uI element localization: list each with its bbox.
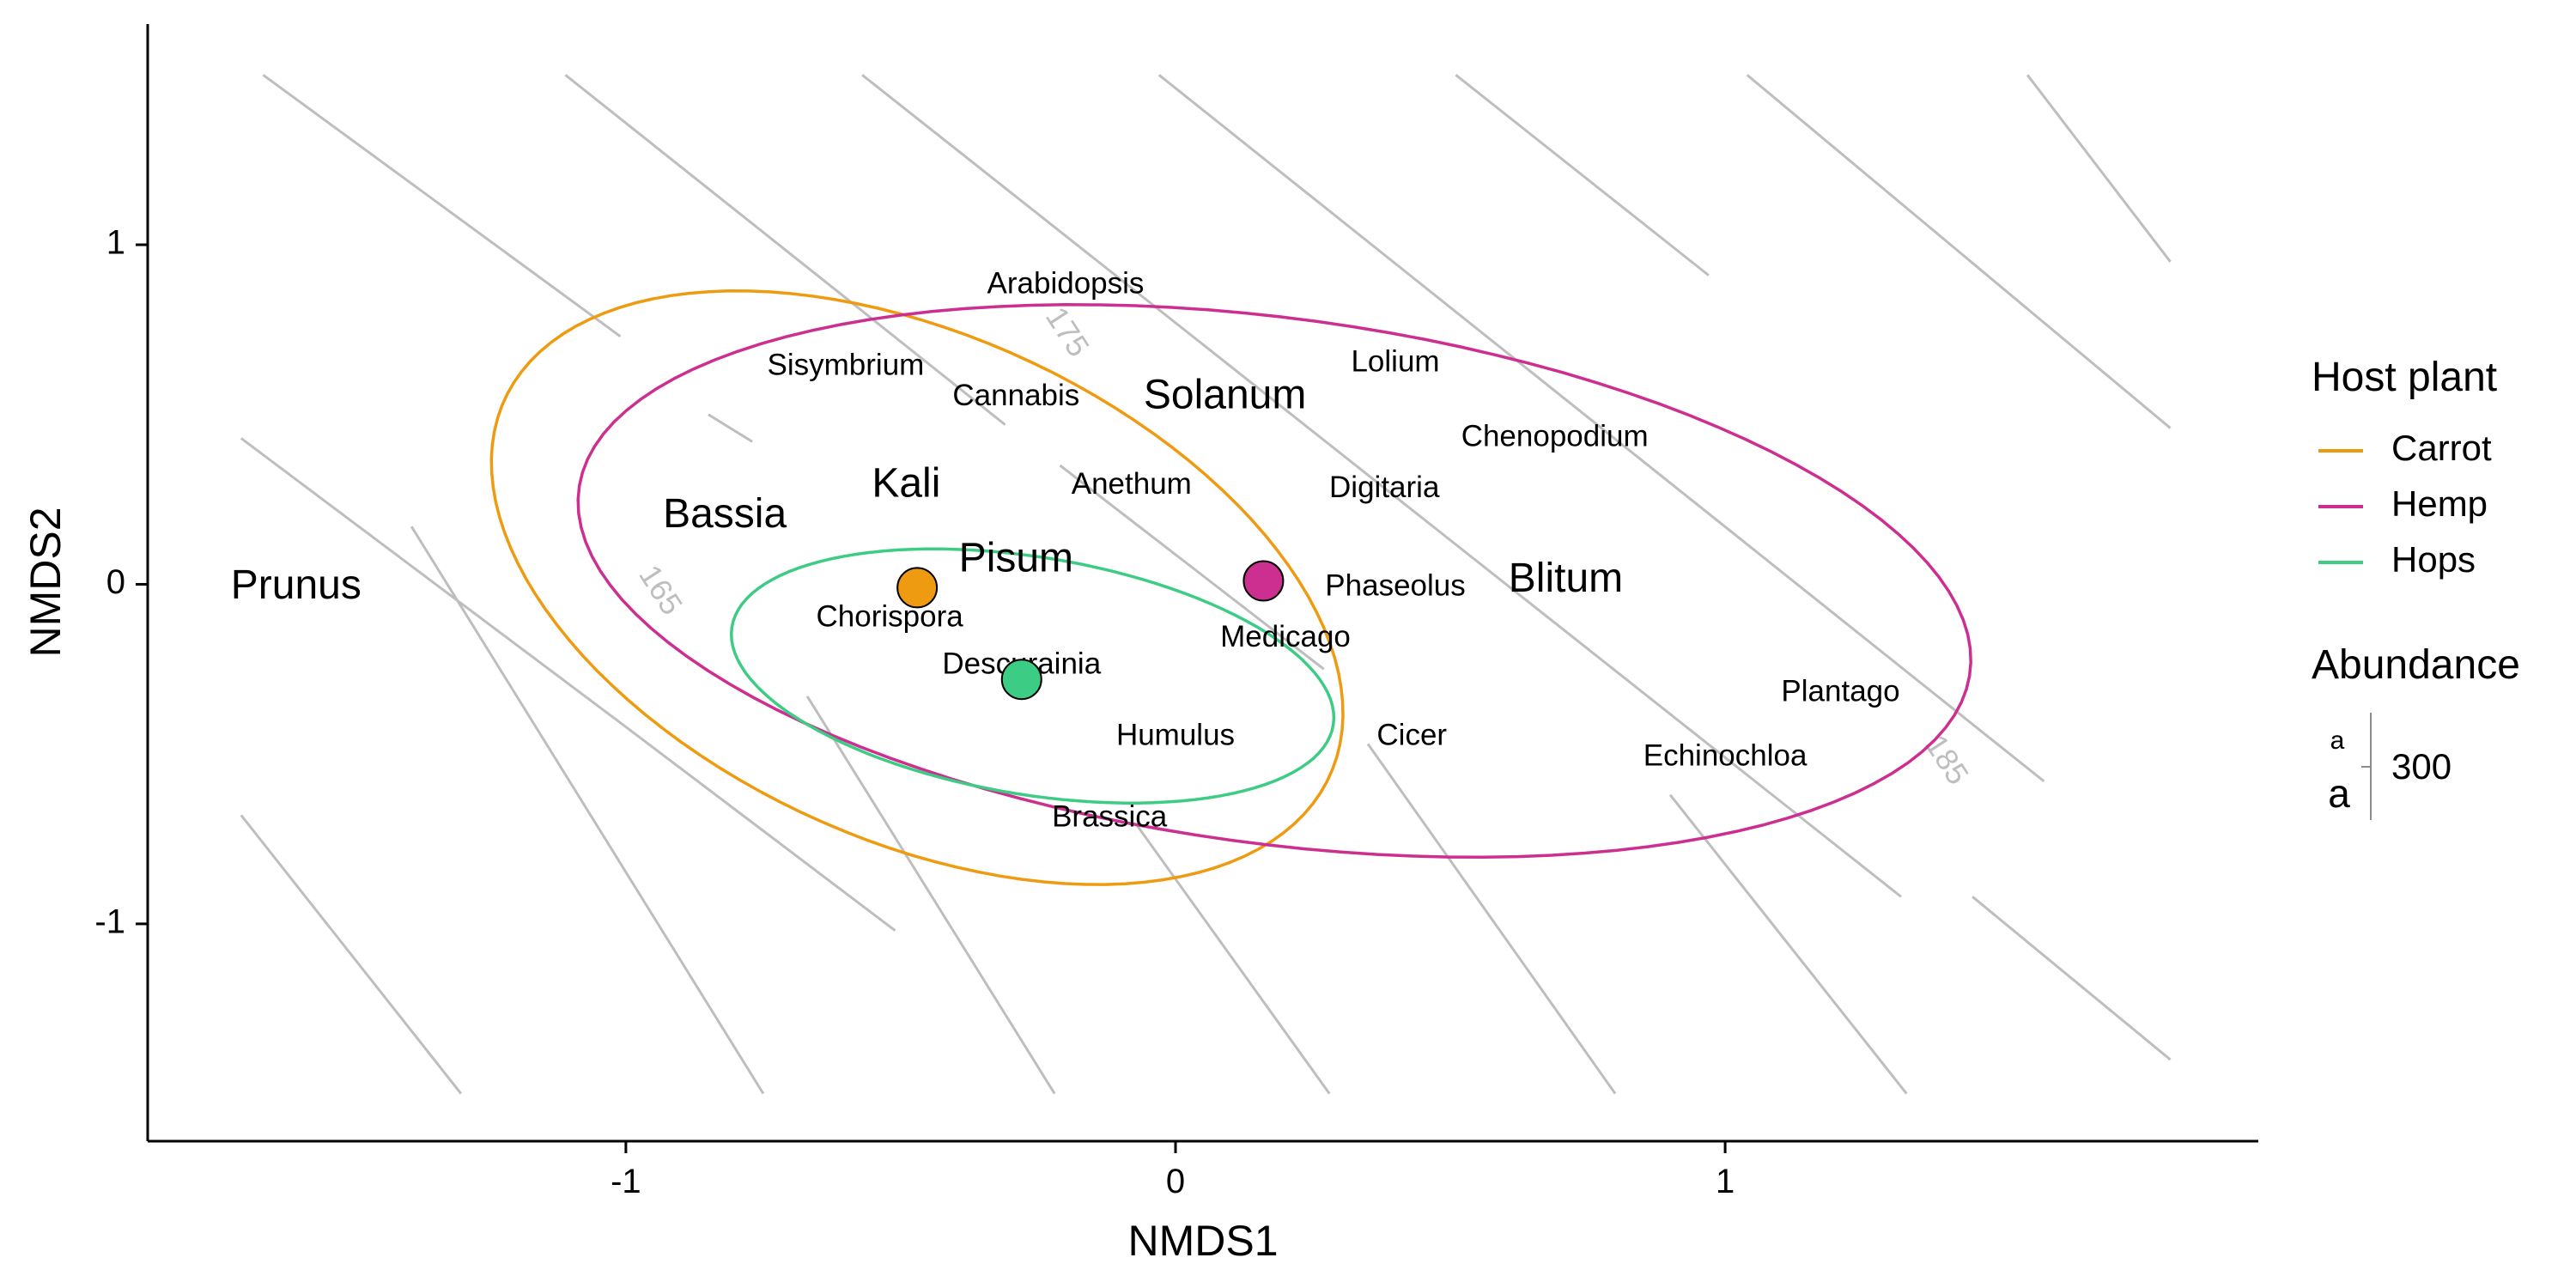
y-tick-label: 1 — [106, 224, 125, 262]
legend-host-title: Host plant — [2312, 355, 2497, 400]
legend-label-carrot: Carrot — [2391, 428, 2492, 468]
host-centroids — [896, 560, 1285, 701]
species-label-kali: Kali — [872, 460, 940, 506]
x-tick-label: 0 — [1166, 1163, 1185, 1200]
species-label-prunus: Prunus — [231, 562, 361, 608]
species-label-blitum: Blitum — [1509, 556, 1623, 601]
contour-line — [708, 413, 753, 443]
ellipse-hemp — [576, 303, 1972, 860]
species-label-chorispora: Chorispora — [817, 599, 964, 633]
ellipse-hops — [729, 547, 1336, 805]
species-label-bassia: Bassia — [663, 491, 787, 537]
contour-line — [2026, 74, 2172, 263]
species-label-lolium: Lolium — [1351, 345, 1439, 379]
species-label-cicer: Cicer — [1376, 719, 1447, 752]
species-label-arabidopsis: Arabidopsis — [987, 267, 1145, 301]
species-label-solanum: Solanum — [1144, 373, 1306, 418]
centroid-hemp — [1242, 560, 1285, 602]
contour-line — [1455, 74, 1710, 276]
centroid-hops — [1000, 659, 1042, 701]
species-label-cannabis: Cannabis — [952, 379, 1079, 412]
contour-line — [1971, 896, 2172, 1061]
abundance-glyph-large: a — [2328, 771, 2350, 816]
axes — [146, 24, 2258, 1143]
contour-line — [1135, 824, 1331, 1095]
legend-label-hops: Hops — [2391, 539, 2476, 580]
contour-line — [1157, 74, 2045, 783]
legend-abundance-key: a a 300 — [2328, 713, 2451, 820]
centroid-carrot — [896, 567, 939, 609]
contour-line — [861, 74, 1902, 898]
contour-label: 185 — [1918, 728, 1976, 791]
contour-line — [240, 814, 463, 1095]
contour-line — [1746, 74, 2172, 429]
contour-line — [624, 726, 896, 933]
species-label-digitaria: Digitaria — [1329, 471, 1440, 504]
species-label-pisum: Pisum — [959, 535, 1073, 580]
confidence-ellipses — [489, 289, 1972, 886]
contour-label: 175 — [1039, 301, 1097, 363]
species-label-sisymbrium: Sisymbrium — [768, 349, 925, 382]
species-label-phaseolus: Phaseolus — [1325, 569, 1465, 603]
contour-lines — [240, 74, 2172, 1095]
species-label-anethum: Anethum — [1072, 467, 1192, 501]
species-label-echinochloa: Echinochloa — [1643, 738, 1807, 772]
abundance-glyph-small: a — [2330, 726, 2345, 755]
x-tick-label: 1 — [1716, 1163, 1735, 1200]
contour-line — [1366, 743, 1617, 1095]
y-axis-title: NMDS2 — [21, 507, 70, 657]
species-label-chenopodium: Chenopodium — [1461, 420, 1649, 453]
legend-label-hemp: Hemp — [2391, 483, 2488, 524]
contour-line — [1059, 464, 1325, 671]
species-label-medicago: Medicago — [1220, 620, 1351, 653]
contour-line — [240, 437, 627, 728]
legend: Host plant Carrot Hemp Hops Abundance a a … — [2312, 355, 2520, 820]
contour-line — [805, 696, 1056, 1095]
x-tick-label: -1 — [611, 1163, 641, 1200]
species-label-plantago: Plantago — [1781, 674, 1899, 708]
contour-line — [1668, 793, 1908, 1095]
y-tick-label: 0 — [106, 563, 125, 601]
axis-ticks: -1 0 1 -1 0 1 — [94, 224, 1735, 1200]
y-tick-label: -1 — [94, 902, 125, 940]
contour-line — [410, 526, 765, 1095]
contour-line — [564, 74, 1006, 426]
abundance-value-label: 300 — [2391, 746, 2451, 787]
species-label-humulus: Humulus — [1116, 719, 1235, 752]
contour-line — [262, 74, 622, 338]
species-labels: Prunus Bassia Kali Pisum Solanum Blitum Arabid… — [231, 267, 1900, 834]
legend-host-items: Carrot Hemp Hops — [2318, 428, 2492, 580]
ellipse-carrot — [489, 289, 1345, 886]
legend-abundance-title: Abundance — [2312, 642, 2520, 688]
x-axis-title: NMDS1 — [1127, 1217, 1278, 1265]
contour-label: 165 — [632, 558, 690, 621]
species-label-brassica: Brassica — [1052, 800, 1168, 834]
